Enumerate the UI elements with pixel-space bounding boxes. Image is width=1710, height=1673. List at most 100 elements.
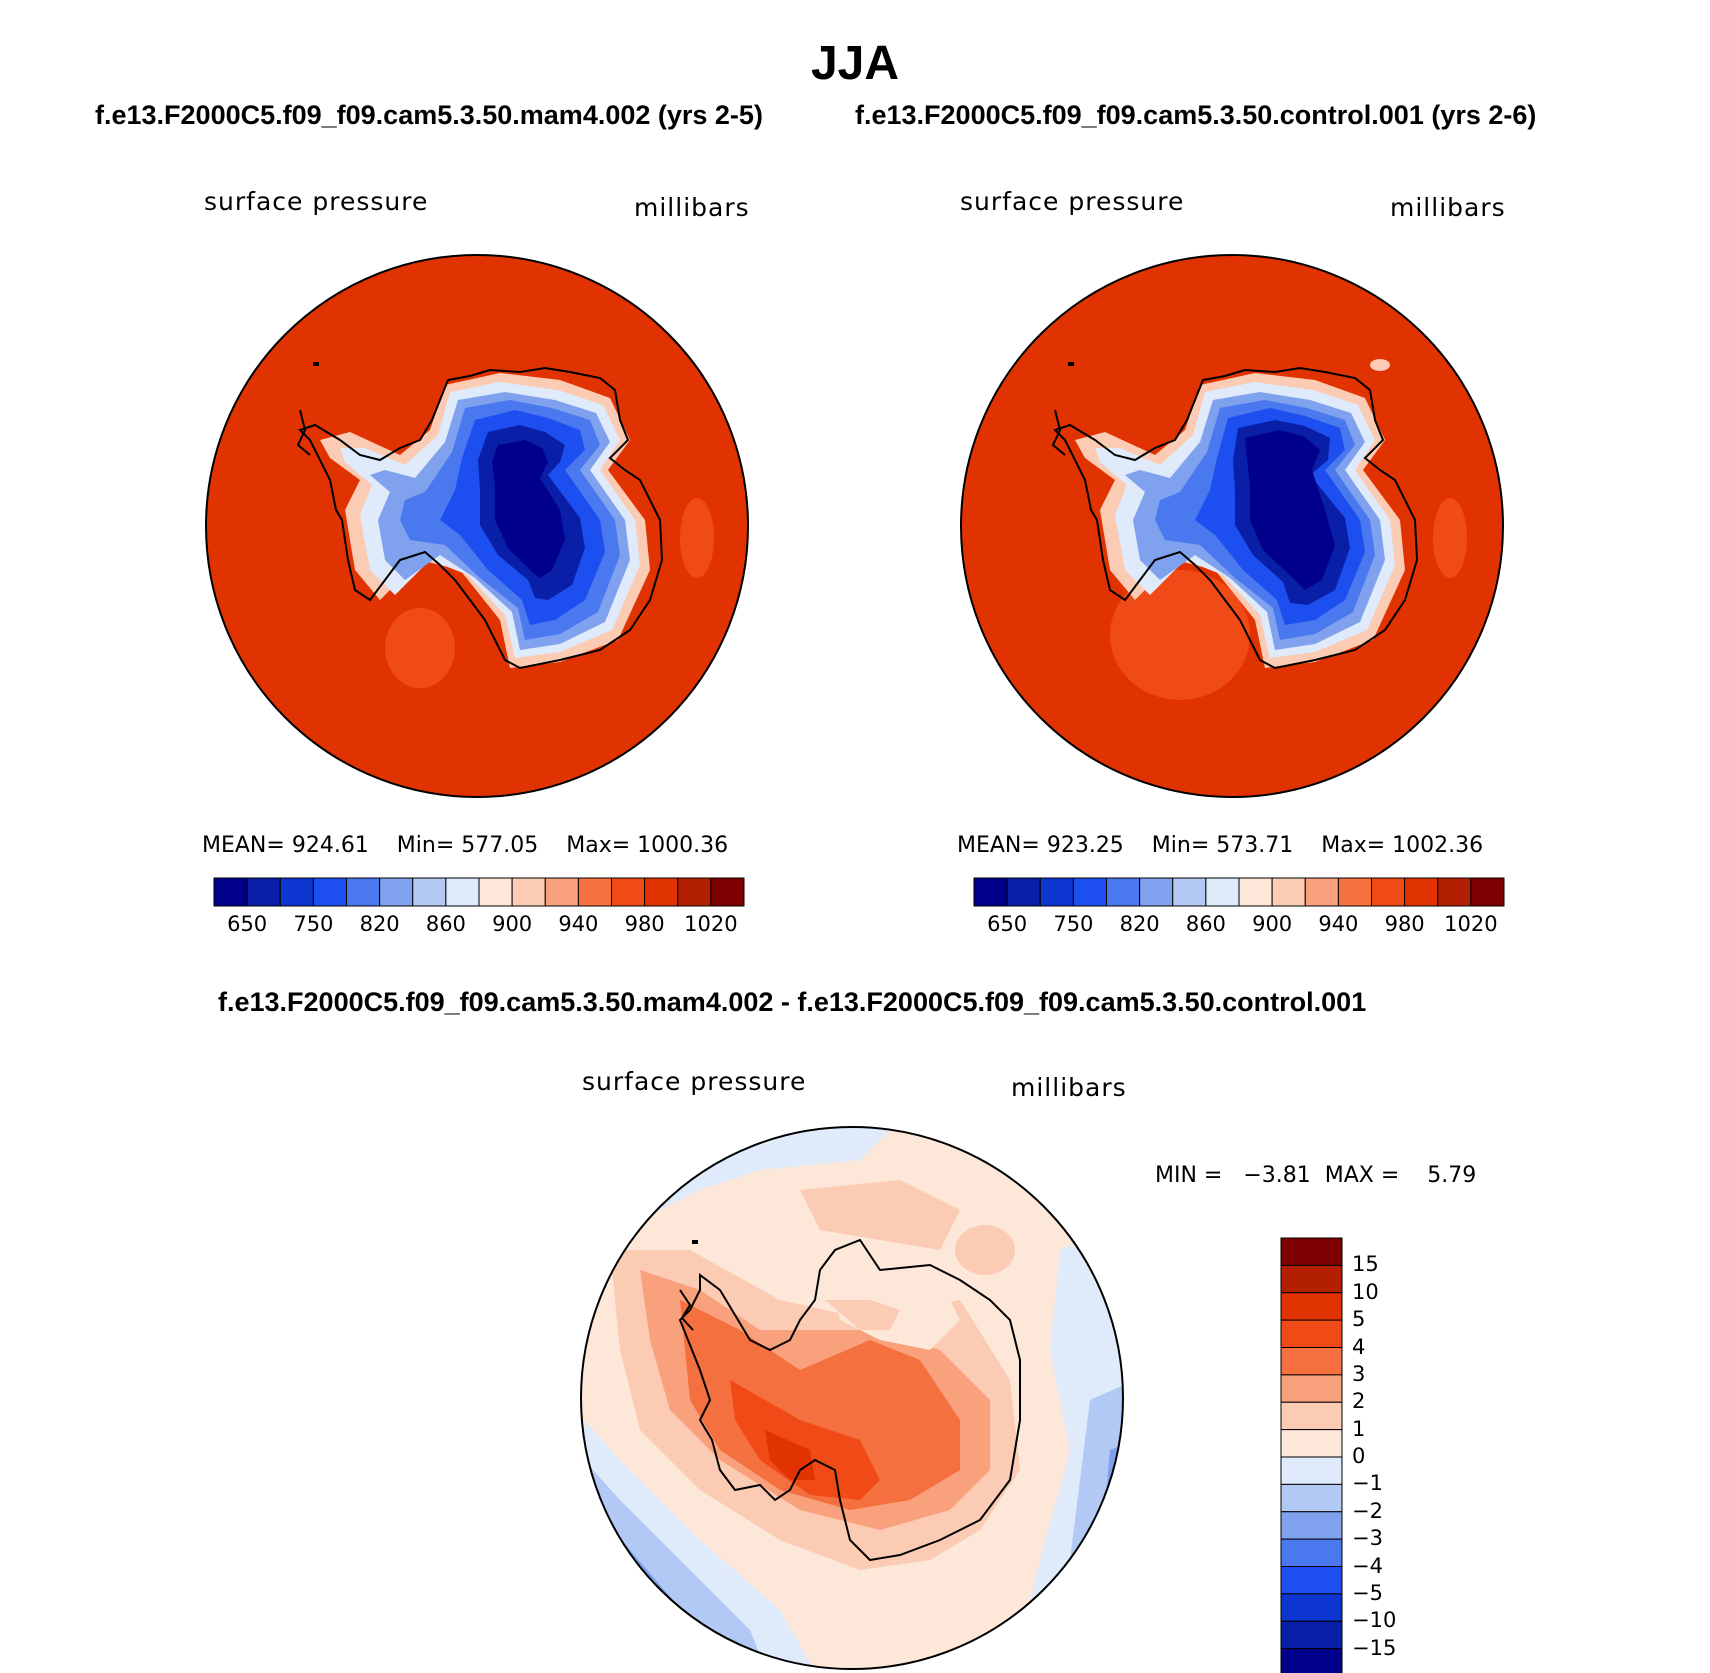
panel2-max-label: Max= (1321, 833, 1386, 858)
panel2-max-value: 1002.36 (1392, 833, 1484, 858)
panel3-colorbar-swatch (1280, 1538, 1343, 1567)
panel1-max-label: Max= (566, 833, 631, 858)
panel2-colorbar (973, 877, 1505, 907)
panel1-mean-label: MEAN= (202, 833, 285, 858)
panel3-positive-north (800, 1180, 960, 1250)
panel1-colorbar-tick-label: 860 (425, 912, 466, 936)
panel1-stats: MEAN= 924.61 Min= 577.05 Max= 1000.36 (202, 833, 728, 858)
panel2-colorbar-tick-label: 750 (1053, 912, 1094, 936)
panel1-variable-label: surface pressure (204, 187, 429, 216)
panel3-coastline (678, 1238, 1021, 1562)
panel1-colorbar-swatch (213, 877, 248, 907)
panel2-coastline (1053, 366, 1419, 670)
panel3-colorbar-swatch (1280, 1456, 1343, 1485)
panel2-colorbar-swatch (1006, 877, 1041, 907)
panel2-map-border (960, 254, 1504, 798)
panel3-colorbar-swatch (1280, 1347, 1343, 1376)
panel2-variable-label: surface pressure (960, 187, 1185, 216)
panel1-colorbar-tick-label: 940 (558, 912, 599, 936)
panel2-colorbar-swatch (1238, 877, 1273, 907)
panel3-colorbar-tick-label: 1 (1352, 1416, 1366, 1441)
panel1-colorbar-swatch (577, 877, 612, 907)
panel3-positive-high (680, 1300, 960, 1510)
panel2-colorbar-tick-label: 980 (1384, 912, 1425, 936)
panel1-high-east (680, 498, 714, 578)
panel2-colorbar-swatch (1039, 877, 1074, 907)
panel3-colorbar-tick-label: −4 (1352, 1553, 1383, 1578)
panel3-colorbar-tick-label: −3 (1352, 1526, 1383, 1551)
panel1-max-value: 1000.36 (637, 833, 729, 858)
panel2-colorbar-swatch (1139, 877, 1174, 907)
panel3-colorbar-swatch (1280, 1620, 1343, 1650)
panel2-colorbar-swatch (1304, 877, 1339, 907)
subtitle-right-case: f.e13.F2000C5.f09_f09.cam5.3.50.control.… (855, 100, 1537, 130)
panel1-colorbar-swatch (710, 877, 745, 907)
panel1-colorbar-tick-label: 650 (227, 912, 268, 936)
panel2-mean-value: 923.25 (1046, 833, 1124, 858)
panel1-colorbar-swatch (246, 877, 281, 907)
panel1-colorbar-swatch (412, 877, 447, 907)
panel1-map-border (205, 254, 749, 798)
panel1-colorbar-tick-label: 750 (293, 912, 334, 936)
panel3-colorbar-tick-label: 2 (1352, 1389, 1366, 1414)
panel2-colorbar-tick-label: 900 (1252, 912, 1293, 936)
panel2-colorbar-tick-label: 940 (1318, 912, 1359, 936)
panel2-colorbar-swatch (1371, 877, 1406, 907)
panel2-colorbar-tick-label: 820 (1119, 912, 1160, 936)
panel3-colorbar-tick-label: 10 (1352, 1279, 1379, 1304)
panel3-map-border (580, 1126, 1124, 1670)
panel3-colorbar-swatch (1280, 1401, 1343, 1431)
panel1-min-label: Min= (396, 833, 455, 858)
panel2-colorbar-swatch (1271, 877, 1306, 907)
panel2-colorbar-swatch (1106, 877, 1141, 907)
panel2-min-label: Min= (1151, 833, 1210, 858)
panel1-min-value: 577.05 (461, 833, 539, 858)
panel3-colorbar-tick-label: −5 (1352, 1580, 1383, 1605)
panel1-colorbar-tick-label: 980 (624, 912, 665, 936)
panel2-mean-label: MEAN= (957, 833, 1040, 858)
panel3-colorbar-swatch (1280, 1237, 1343, 1266)
panel2-colorbar-swatch (1172, 877, 1207, 907)
panel3-units-label: millibars (1011, 1073, 1127, 1102)
panel1-colorbar-swatch (611, 877, 646, 907)
panel3-colorbar-swatch (1280, 1566, 1343, 1595)
panel1-colorbar-swatch (644, 877, 679, 907)
panel1-colorbar-swatch (379, 877, 414, 907)
panel2-colorbar-tick-label: 1020 (1444, 912, 1498, 936)
panel2-colorbar-swatch (1470, 877, 1505, 907)
panel1-colorbar-tick-label: 1020 (684, 912, 738, 936)
panel3-colorbar-swatch (1280, 1593, 1343, 1622)
panel3-colorbar-tick-label: −10 (1352, 1608, 1397, 1633)
panel2-antarctica-contours (1075, 373, 1405, 668)
panel1-colorbar-swatch (544, 877, 579, 907)
panel2-colorbar-swatch (973, 877, 1008, 907)
panel1-colorbar-swatch (279, 877, 314, 907)
panel1-colorbar (213, 877, 745, 907)
panel1-colorbar-swatch (312, 877, 347, 907)
panel3-colorbar-tick-label: 4 (1352, 1334, 1366, 1359)
panel3-colorbar-swatch (1280, 1483, 1343, 1513)
panel1-map (205, 254, 749, 798)
panel3-colorbar-tick-label: 15 (1352, 1252, 1379, 1277)
panel1-units-label: millibars (634, 193, 750, 222)
panel2-min-value: 573.71 (1216, 833, 1294, 858)
figure-title: JJA (810, 37, 900, 90)
panel1-colorbar-swatch (677, 877, 712, 907)
panel3-map (580, 1126, 1124, 1670)
panel3-colorbar-swatch (1280, 1648, 1343, 1673)
panel3-colorbar-swatch (1280, 1319, 1343, 1348)
panel2-colorbar-swatch (1205, 877, 1240, 907)
panel2-colorbar-swatch (1072, 877, 1107, 907)
panel3-variable-label: surface pressure (582, 1067, 807, 1096)
panel1-coastline (298, 366, 664, 670)
panel1-colorbar-swatch (445, 877, 480, 907)
panel3-colorbar-swatch (1280, 1292, 1343, 1321)
panel3-minmax: MIN = −3.81 MAX = 5.79 (1155, 1163, 1477, 1188)
panel2-high-ross (1110, 570, 1250, 700)
panel3-colorbar-swatch (1280, 1511, 1343, 1540)
panel2-map (960, 254, 1504, 798)
panel1-colorbar-swatch (346, 877, 381, 907)
panel2-colorbar-swatch (1404, 877, 1439, 907)
panel3-colorbar-tick-label: −2 (1352, 1498, 1383, 1523)
